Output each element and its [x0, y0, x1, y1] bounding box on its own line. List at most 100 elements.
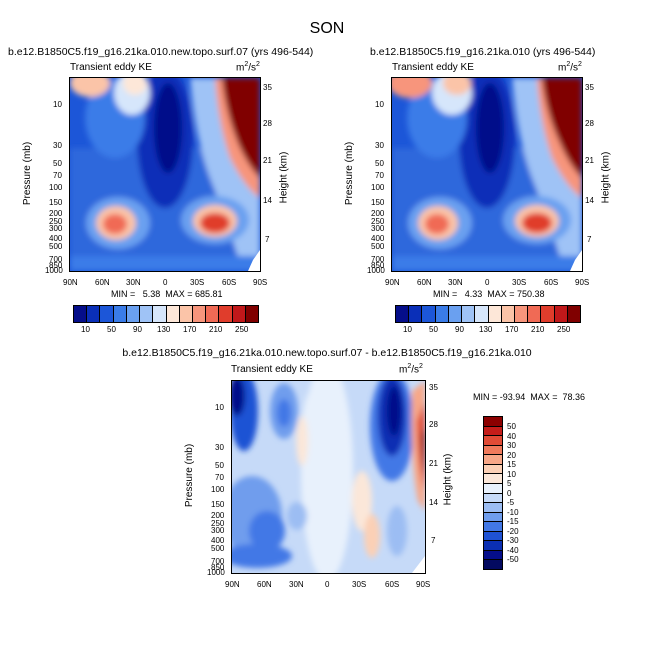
cb1-swatch [126, 306, 141, 322]
panel1-stats: MIN = 5.38 MAX = 685.81 [111, 289, 223, 299]
cb3-swatch [484, 474, 502, 484]
panel2-colorbar [395, 305, 581, 323]
panel3-ytick: 30 [215, 443, 224, 452]
panel1-plot [69, 77, 261, 272]
cb3-label: 10 [507, 470, 516, 479]
panel3-ytick: 500 [211, 544, 225, 553]
cb3-label: -40 [507, 546, 519, 555]
cb2-label: 90 [455, 325, 464, 334]
cb2-swatch [475, 306, 489, 322]
cb1-swatch [166, 306, 180, 322]
panel2-ytick: 1000 [367, 266, 385, 275]
cb3-swatch [484, 493, 502, 504]
cb3-label: -5 [507, 498, 515, 507]
panel1-heatmap [70, 78, 260, 271]
cb1-label: 250 [235, 325, 249, 334]
cb3-swatch [484, 560, 502, 569]
panel2-title: b.e12.B1850C5.f19_g16.21ka.010 (yrs 496-… [370, 46, 596, 58]
panel1-yrtick: 35 [263, 83, 272, 92]
panel2-ytick: 400 [371, 234, 385, 243]
cb3-label: -15 [507, 517, 519, 526]
cb1-swatch [74, 306, 88, 322]
panel3-yrtick: 14 [429, 498, 438, 507]
cb3-label: -30 [507, 536, 519, 545]
cb3-swatch [484, 426, 502, 437]
panel1-ylabel-right: Height (km) [278, 151, 290, 204]
panel3-ytick: 50 [215, 461, 224, 470]
panel1-ytick: 100 [49, 183, 63, 192]
panel3-ytick: 200 [211, 511, 225, 520]
cb3-swatch [484, 503, 502, 513]
cb2-swatch [554, 306, 568, 322]
cb1-swatch [179, 306, 193, 322]
panel1-ytick: 150 [49, 198, 63, 207]
panel3-ytick: 1000 [207, 568, 225, 577]
cb2-swatch [567, 306, 581, 322]
cb3-label: -50 [507, 555, 519, 564]
panel3-units: m2/s2 [399, 363, 423, 376]
panel2-yrtick: 28 [585, 119, 594, 128]
panel1-xtick: 30S [190, 278, 205, 287]
panel1-xtick: 60S [222, 278, 237, 287]
cb1-swatch [245, 306, 259, 322]
panel3-ytick: 400 [211, 536, 225, 545]
cb2-swatch [541, 306, 555, 322]
panel1-subtitle: Transient eddy KE [70, 62, 152, 73]
panel2-ytick: 700 [371, 255, 385, 264]
cb3-label: 0 [507, 489, 512, 498]
panel1-ytick: 1000 [45, 266, 63, 275]
cb2-label: 10 [403, 325, 412, 334]
cb3-label: -10 [507, 508, 519, 517]
panel2-yrtick: 21 [585, 156, 594, 165]
cb2-label: 50 [429, 325, 438, 334]
cb1-label: 210 [209, 325, 223, 334]
panel1-ytick: 10 [53, 100, 62, 109]
panel1-ytick: 70 [53, 171, 62, 180]
cb1-swatch [100, 306, 114, 322]
panel3-ytick: 700 [211, 557, 225, 566]
panel2-xtick: 90S [575, 278, 590, 287]
panel2-xtick: 0 [485, 278, 490, 287]
panel2-ytick: 100 [371, 183, 385, 192]
panel3-ytick: 300 [211, 526, 225, 535]
panel1-yrtick: 21 [263, 156, 272, 165]
panel3-xtick: 90S [416, 580, 431, 589]
panel1-yrtick: 7 [265, 235, 270, 244]
cb3-swatch [484, 541, 502, 551]
cb1-swatch [219, 306, 233, 322]
cb2-swatch [422, 306, 436, 322]
cb1-swatch [232, 306, 246, 322]
panel3-title: b.e12.B1850C5.f19_g16.21ka.010.new.topo.… [122, 347, 532, 359]
panel1-ytick: 400 [49, 234, 63, 243]
panel3-stats: MIN = -93.94 MAX = 78.36 [473, 392, 586, 402]
cb1-swatch [87, 306, 101, 322]
panel2-xtick: 60S [544, 278, 559, 287]
cb1-label: 50 [107, 325, 116, 334]
panel2-ylabel-right: Height (km) [600, 151, 612, 204]
cb3-swatch [484, 455, 502, 465]
figure-title: SON [309, 20, 345, 37]
cb3-swatch [484, 550, 502, 561]
cb3-swatch [484, 436, 502, 446]
panel1-colorbar [73, 305, 259, 323]
panel1-xtick: 0 [163, 278, 168, 287]
cb2-swatch [462, 306, 476, 322]
panel3-ytick: 850 [211, 563, 225, 572]
cb1-swatch [192, 306, 207, 322]
cb3-label: 40 [507, 432, 516, 441]
panel2-xtick: 30N [448, 278, 463, 287]
cb2-swatch [435, 306, 449, 322]
cb2-swatch [409, 306, 423, 322]
cb3-label: -20 [507, 527, 519, 536]
panel2-ytick: 70 [375, 171, 384, 180]
panel2-yrtick: 35 [585, 83, 594, 92]
panel3-ylabel-right: Height (km) [442, 453, 454, 506]
panel3-subtitle: Transient eddy KE [231, 364, 313, 375]
panel3-ytick: 150 [211, 500, 225, 509]
panel3-xtick: 0 [325, 580, 330, 589]
cb2-swatch [528, 306, 542, 322]
panel2-ytick: 200 [371, 209, 385, 218]
panel2-subtitle: Transient eddy KE [392, 62, 474, 73]
cb3-swatch [484, 483, 502, 494]
cb3-label: 50 [507, 422, 516, 431]
